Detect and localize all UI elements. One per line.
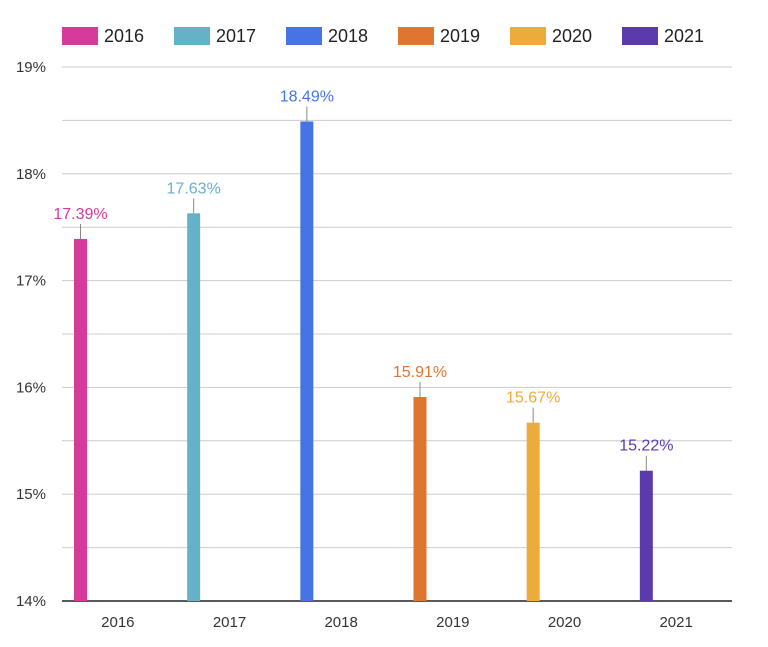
legend-swatch xyxy=(62,27,98,45)
y-axis-ticks: 14% 15% 16% 17% 18% 19% xyxy=(16,59,46,610)
bar-2021 xyxy=(639,470,653,601)
legend-label: 2017 xyxy=(216,26,256,46)
data-label-2021: 15.22% xyxy=(619,438,673,455)
legend-label: 2016 xyxy=(104,26,144,46)
bar-2018 xyxy=(300,121,314,601)
legend-label: 2018 xyxy=(328,26,368,46)
x-tick-label: 2016 xyxy=(101,614,134,631)
legend-label: 2021 xyxy=(664,26,704,46)
legend-item-2017: 2017 xyxy=(174,26,256,46)
y-tick-label: 19% xyxy=(16,59,46,76)
legend-item-2016: 2016 xyxy=(62,26,144,46)
legend-label: 2020 xyxy=(552,26,592,46)
x-tick-label: 2018 xyxy=(324,614,357,631)
legend: 2016 2017 2018 2019 2020 2021 xyxy=(62,26,704,46)
legend-swatch xyxy=(398,27,434,45)
legend-swatch xyxy=(174,27,210,45)
bars: 17.39% 17.63% 18.49% 15.91% 15.67% 15.22% xyxy=(53,88,673,602)
x-axis-ticks: 2016 2017 2018 2019 2020 2021 xyxy=(101,614,693,631)
y-tick-label: 15% xyxy=(16,486,46,503)
data-label-2020: 15.67% xyxy=(506,390,560,407)
data-label-2018: 18.49% xyxy=(280,88,334,105)
legend-swatch xyxy=(286,27,322,45)
data-label-2019: 15.91% xyxy=(393,364,447,381)
legend-item-2018: 2018 xyxy=(286,26,368,46)
x-tick-label: 2017 xyxy=(213,614,246,631)
legend-swatch xyxy=(510,27,546,45)
legend-item-2021: 2021 xyxy=(622,26,704,46)
legend-label: 2019 xyxy=(440,26,480,46)
y-tick-label: 16% xyxy=(16,379,46,396)
data-label-2017: 17.63% xyxy=(167,180,221,197)
gridlines xyxy=(62,66,732,602)
x-tick-label: 2020 xyxy=(548,614,581,631)
bar-2016 xyxy=(74,238,87,601)
x-tick-label: 2021 xyxy=(659,614,692,631)
legend-swatch xyxy=(622,27,658,45)
legend-item-2019: 2019 xyxy=(398,26,480,46)
y-tick-label: 14% xyxy=(16,593,46,610)
legend-item-2020: 2020 xyxy=(510,26,592,46)
bar-2017 xyxy=(187,213,201,602)
y-tick-label: 17% xyxy=(16,273,46,290)
data-label-2016: 17.39% xyxy=(53,206,107,223)
bar-2019 xyxy=(413,397,427,601)
bar-2020 xyxy=(526,422,540,601)
x-tick-label: 2019 xyxy=(436,614,469,631)
y-tick-label: 18% xyxy=(16,166,46,183)
